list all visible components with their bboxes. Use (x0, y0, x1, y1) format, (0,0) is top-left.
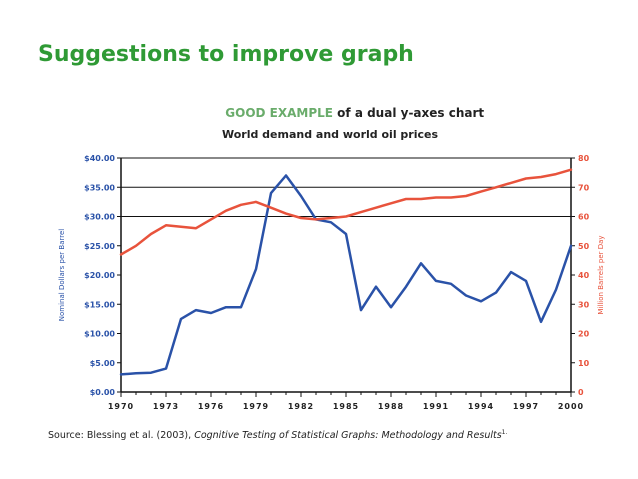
left-tick-label: $10.00 (84, 330, 115, 339)
slide-title: Suggestions to improve graph (38, 42, 414, 67)
x-tick-label: 1985 (333, 402, 359, 411)
right-tick-label: 30 (578, 300, 590, 309)
right-tick-label: 10 (578, 359, 590, 368)
source-citation: Source: Blessing et al. (2003), Cognitiv… (48, 429, 507, 441)
left-tick-label: $40.00 (84, 154, 115, 163)
chart-title-rest: of a dual y-axes chart (333, 106, 484, 120)
left-tick-label: $20.00 (84, 271, 115, 280)
chart-subtitle: World demand and world oil prices (222, 128, 439, 141)
right-tick-label: 50 (578, 242, 590, 251)
left-tick-label: $0.00 (90, 388, 116, 397)
x-tick-label: 1997 (513, 402, 539, 411)
source-note: 1. (501, 429, 508, 436)
x-tick-label: 1994 (468, 402, 494, 411)
x-tick-label: 1979 (243, 402, 269, 411)
right-tick-label: 40 (578, 271, 590, 280)
x-tick-label: 1982 (288, 402, 314, 411)
right-tick-label: 60 (578, 213, 590, 222)
x-tick-label: 2000 (558, 402, 584, 411)
right-tick-label: 80 (578, 154, 590, 163)
x-tick-label: 1976 (198, 402, 224, 411)
price-series-line (119, 174, 573, 376)
source-title: Cognitive Testing of Statistical Graphs:… (194, 430, 502, 442)
left-tick-label: $25.00 (84, 242, 115, 251)
right-axis-title: Million Barrels per Day (597, 235, 605, 314)
left-axis-title: Nominal Dollars per Barrel (58, 229, 66, 322)
left-tick-label: $30.00 (84, 213, 115, 222)
right-tick-label: 0 (578, 388, 584, 397)
source-prefix: Source: Blessing et al. (2003), (48, 430, 195, 442)
left-tick-label: $15.00 (84, 300, 115, 309)
chart-title-emphasis: GOOD EXAMPLE (225, 106, 333, 120)
right-tick-label: 20 (578, 330, 590, 339)
x-tick-label: 1973 (153, 402, 179, 411)
x-tick-label: 1988 (378, 402, 404, 411)
x-tick-label: 1970 (108, 402, 134, 411)
left-tick-label: $5.00 (90, 359, 116, 368)
demand-series-line (119, 168, 573, 256)
x-tick-label: 1991 (423, 402, 449, 411)
left-tick-label: $35.00 (84, 183, 115, 192)
right-tick-label: 70 (578, 183, 590, 192)
